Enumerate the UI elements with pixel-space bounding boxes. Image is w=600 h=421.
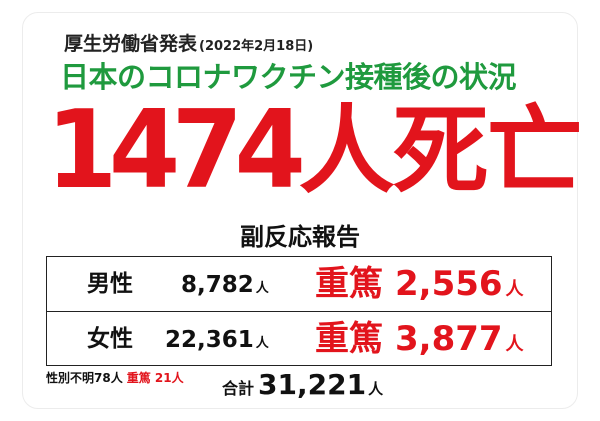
death-count-number: 1474: [46, 88, 306, 213]
severe-count: 重篤 2,556 人: [315, 263, 524, 311]
severe-count: 重篤 3,877 人: [315, 318, 524, 366]
headline: 日本のコロナワクチン接種後の状況: [60, 60, 517, 94]
infographic-card: [22, 12, 578, 409]
total-count: 合計 31,221 人: [222, 368, 383, 406]
severe-count-value: 2,556: [395, 264, 503, 304]
table-row-female: 女性 22,361 人 重篤 3,877 人: [47, 311, 551, 366]
report-count-unit: 人: [255, 336, 269, 351]
report-count: 8,782 人: [181, 270, 269, 304]
report-count-value: 22,361: [165, 327, 254, 353]
total-label: 合計: [222, 379, 255, 398]
total-unit: 人: [368, 380, 384, 398]
death-count-label: 人死亡: [298, 95, 583, 207]
section-title: 副反応報告: [240, 223, 360, 251]
death-count-banner: 1474人死亡: [46, 88, 583, 213]
source-date: (2022年2月18日): [199, 39, 314, 54]
unknown-sex-note: 性別不明78人 重篤 21人: [46, 370, 184, 386]
severe-count-unit: 人: [505, 334, 524, 355]
severe-label: 重篤: [315, 319, 383, 359]
severe-count-value: 3,877: [395, 319, 503, 359]
sex-label: 男性: [87, 271, 133, 297]
unknown-sex-count: 性別不明78人: [46, 371, 123, 385]
unknown-sex-severe: 重篤 21人: [126, 371, 184, 385]
table-row-male: 男性 8,782 人 重篤 2,556 人: [47, 257, 551, 311]
severe-label: 重篤: [315, 264, 383, 304]
report-count-value: 8,782: [181, 272, 254, 298]
report-count-unit: 人: [255, 281, 269, 296]
side-effect-report-table: 男性 8,782 人 重篤 2,556 人 女性 22,361 人 重篤 3,877 人: [46, 256, 552, 366]
total-value: 31,221: [258, 368, 367, 401]
report-count: 22,361 人: [165, 325, 269, 359]
sex-label: 女性: [87, 326, 133, 352]
source-text: 厚生労働省発表: [64, 33, 198, 55]
source-line: 厚生労働省発表 (2022年2月18日): [64, 32, 313, 59]
severe-count-unit: 人: [505, 279, 524, 300]
